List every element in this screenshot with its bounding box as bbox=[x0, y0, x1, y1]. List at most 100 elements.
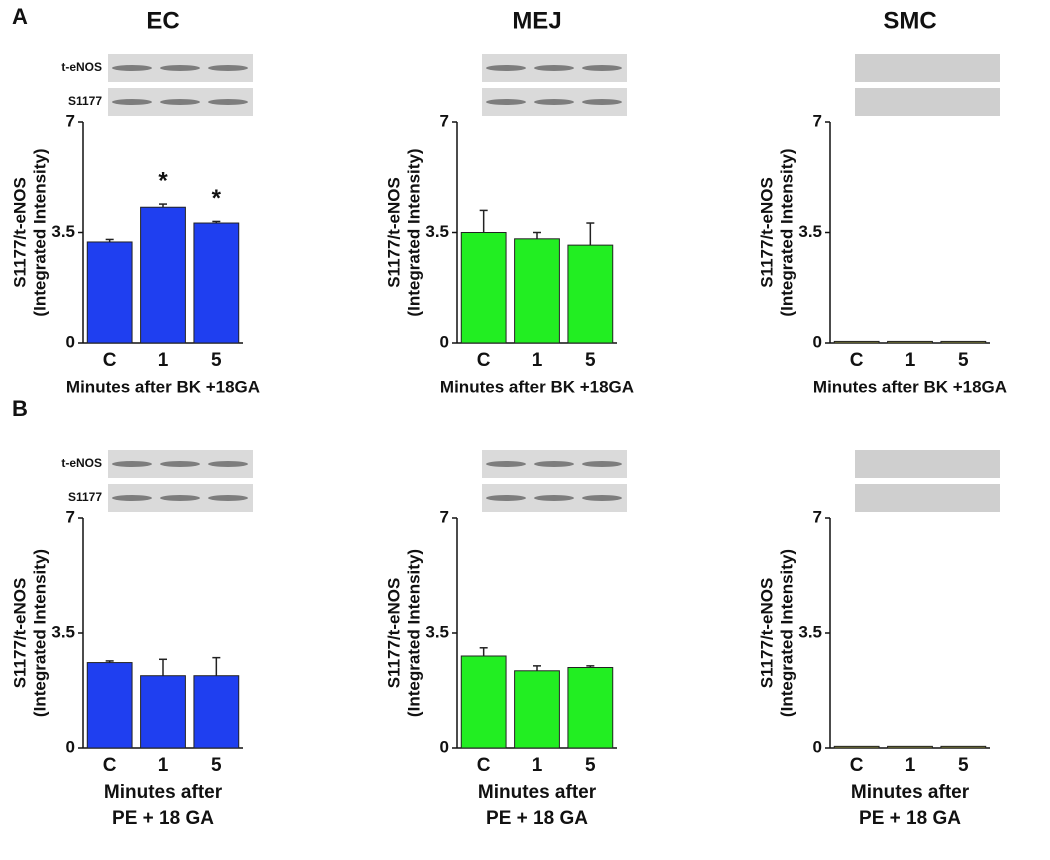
x-tick-label: C bbox=[477, 755, 491, 776]
y-axis-label: (Integrated Intensity) bbox=[777, 549, 796, 717]
y-tick-label: 0 bbox=[66, 332, 75, 351]
x-axis-label: Minutes after BK +18GA bbox=[813, 377, 1007, 396]
y-axis-label: S1177/t-eNOS bbox=[10, 177, 29, 288]
panel-label: B bbox=[12, 396, 28, 421]
x-tick-label: 5 bbox=[958, 350, 969, 371]
x-tick-label: C bbox=[103, 350, 117, 371]
bar bbox=[140, 206, 186, 344]
x-tick-label: 5 bbox=[211, 755, 222, 776]
x-tick-label: C bbox=[850, 755, 864, 776]
x-tick-label: 5 bbox=[585, 755, 596, 776]
bar bbox=[86, 241, 133, 344]
chart-title: MEJ bbox=[512, 7, 561, 34]
x-tick-label: 1 bbox=[532, 350, 543, 371]
blot-band bbox=[208, 495, 248, 501]
bar bbox=[567, 244, 614, 344]
annotation: * bbox=[212, 185, 222, 212]
bar bbox=[833, 340, 880, 344]
x-tick-label: 1 bbox=[158, 350, 169, 371]
y-tick-label: 0 bbox=[440, 332, 449, 351]
x-axis-label: PE + 18 GA bbox=[859, 808, 961, 829]
x-axis-label: Minutes after BK +18GA bbox=[66, 377, 260, 396]
blot bbox=[855, 484, 1000, 512]
y-axis-label: (Integrated Intensity) bbox=[30, 549, 49, 717]
chart-title: SMC bbox=[883, 7, 936, 34]
blot-band bbox=[486, 99, 526, 105]
bar bbox=[140, 675, 186, 749]
x-tick-label: 1 bbox=[158, 755, 169, 776]
y-tick-label: 7 bbox=[66, 111, 75, 130]
blot-band bbox=[534, 461, 574, 467]
y-tick-label: 7 bbox=[813, 507, 822, 526]
y-tick-label: 3.5 bbox=[425, 222, 449, 241]
x-axis-label: PE + 18 GA bbox=[112, 808, 214, 829]
bar bbox=[514, 670, 560, 749]
blot bbox=[855, 54, 1000, 82]
x-tick-label: 5 bbox=[211, 350, 222, 371]
x-tick-label: 1 bbox=[532, 755, 543, 776]
y-tick-label: 3.5 bbox=[51, 622, 75, 641]
blot-band bbox=[582, 65, 622, 71]
y-axis-label: S1177/t-eNOS bbox=[10, 578, 29, 689]
y-axis-label: S1177/t-eNOS bbox=[757, 177, 776, 288]
blot-band bbox=[160, 65, 200, 71]
blot-band bbox=[112, 461, 152, 467]
blot-band bbox=[112, 65, 152, 71]
bar bbox=[514, 238, 560, 344]
x-axis-label: PE + 18 GA bbox=[486, 808, 588, 829]
chart-title: EC bbox=[146, 7, 179, 34]
x-axis-label: Minutes after bbox=[851, 782, 970, 803]
blot-band bbox=[112, 495, 152, 501]
blot-band bbox=[534, 99, 574, 105]
blot-band bbox=[160, 495, 200, 501]
blot-band bbox=[208, 65, 248, 71]
x-tick-label: C bbox=[850, 350, 864, 371]
y-axis-label: (Integrated Intensity) bbox=[777, 148, 796, 316]
y-axis-label: S1177/t-eNOS bbox=[384, 578, 403, 689]
bar bbox=[460, 655, 507, 749]
x-tick-label: 5 bbox=[585, 350, 596, 371]
blot-band bbox=[112, 99, 152, 105]
blot-label: t-eNOS bbox=[61, 60, 102, 74]
blot-band bbox=[534, 495, 574, 501]
x-tick-label: C bbox=[103, 755, 117, 776]
bar bbox=[940, 745, 987, 749]
blot-band bbox=[208, 99, 248, 105]
blot-label: t-eNOS bbox=[61, 456, 102, 470]
blot-band bbox=[160, 99, 200, 105]
annotation: * bbox=[158, 167, 168, 194]
bar bbox=[887, 745, 933, 749]
blot-band bbox=[208, 461, 248, 467]
y-tick-label: 3.5 bbox=[798, 622, 822, 641]
blot bbox=[855, 450, 1000, 478]
blot-band bbox=[582, 99, 622, 105]
bar bbox=[567, 667, 614, 749]
bar bbox=[460, 232, 507, 344]
x-tick-label: 1 bbox=[905, 350, 916, 371]
x-axis-label: Minutes after BK +18GA bbox=[440, 377, 634, 396]
bar bbox=[193, 222, 240, 344]
y-tick-label: 3.5 bbox=[798, 222, 822, 241]
bar bbox=[193, 675, 240, 749]
x-tick-label: C bbox=[477, 350, 491, 371]
bar bbox=[833, 745, 880, 749]
y-axis-label: S1177/t-eNOS bbox=[757, 578, 776, 689]
y-tick-label: 0 bbox=[440, 737, 449, 756]
blot-band bbox=[582, 495, 622, 501]
x-tick-label: 1 bbox=[905, 755, 916, 776]
blot-band bbox=[486, 65, 526, 71]
y-tick-label: 7 bbox=[66, 507, 75, 526]
blot bbox=[855, 88, 1000, 116]
bar bbox=[86, 662, 133, 749]
x-tick-label: 5 bbox=[958, 755, 969, 776]
y-axis-label: S1177/t-eNOS bbox=[384, 177, 403, 288]
blot-band bbox=[582, 461, 622, 467]
bar bbox=[940, 340, 987, 344]
blot-label: S1177 bbox=[68, 94, 102, 108]
y-tick-label: 0 bbox=[813, 332, 822, 351]
y-axis-label: (Integrated Intensity) bbox=[30, 148, 49, 316]
blot-band bbox=[486, 461, 526, 467]
x-axis-label: Minutes after bbox=[104, 782, 223, 803]
bar bbox=[887, 340, 933, 344]
